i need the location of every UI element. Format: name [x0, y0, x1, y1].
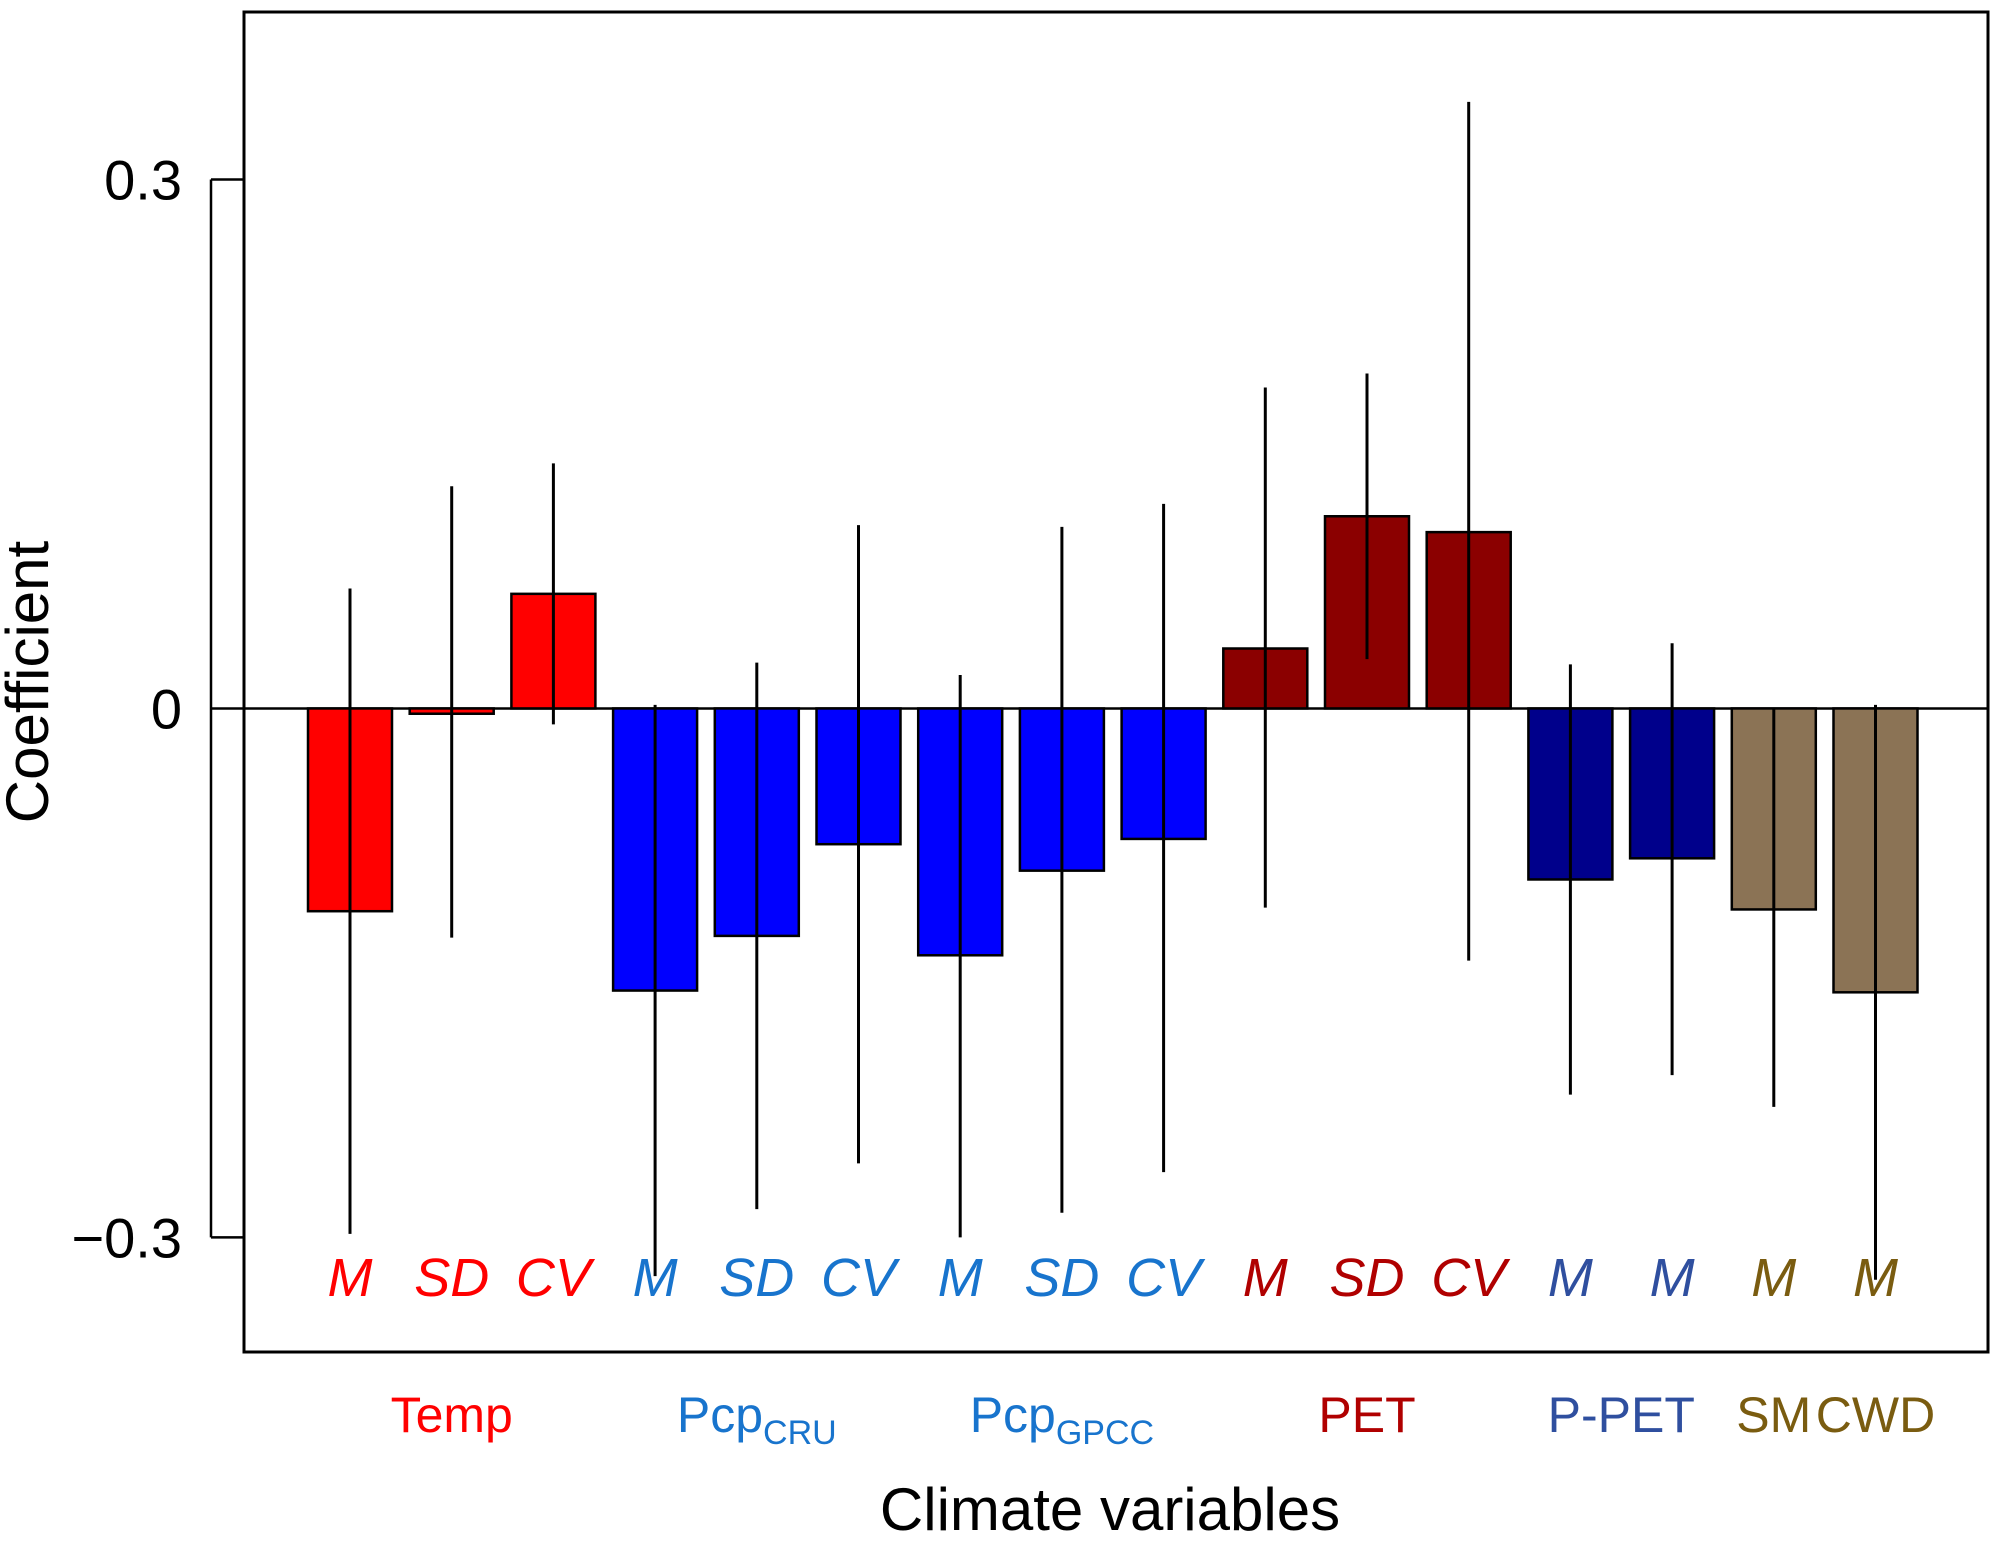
- y-tick-label-2: 0: [151, 677, 182, 740]
- stat-label-8: SD: [1024, 1248, 1099, 1308]
- y-axis-title: Coefficient: [0, 540, 61, 823]
- group-label-3: PcpGPCC: [970, 1387, 1154, 1452]
- stat-label-9: CV: [1126, 1248, 1206, 1308]
- group-label-6: SM: [1736, 1387, 1811, 1443]
- stat-label-13: M: [1548, 1248, 1593, 1308]
- group-labels: Temp PcpCRU PcpGPCC PET P-PET SM CWD: [391, 1387, 1936, 1452]
- group-label-7: CWD: [1816, 1387, 1935, 1443]
- plot-frame: [242, 10, 1990, 1354]
- stat-label-6: CV: [821, 1248, 901, 1308]
- stat-label-7: M: [938, 1248, 983, 1308]
- stat-label-3: CV: [516, 1248, 596, 1308]
- x-axis-title: Climate variables: [880, 1476, 1340, 1543]
- stat-label-2: SD: [414, 1248, 489, 1308]
- bars-layer: [244, 515, 1988, 994]
- stat-label-1: M: [328, 1248, 373, 1308]
- stat-label-16: M: [1853, 1248, 1898, 1308]
- stat-label-5: SD: [719, 1248, 794, 1308]
- group-label-5: P-PET: [1548, 1387, 1695, 1443]
- stat-label-4: M: [633, 1248, 678, 1308]
- group-label-4: PET: [1318, 1387, 1415, 1443]
- y-axis: 0.3 0 −0.3: [71, 149, 244, 1269]
- stat-labels: M SD CV M SD CV M SD CV M SD CV M M M M: [328, 1248, 1899, 1308]
- stat-label-15: M: [1751, 1248, 1796, 1308]
- stat-label-14: M: [1650, 1248, 1695, 1308]
- stat-label-10: M: [1243, 1248, 1288, 1308]
- y-tick-label-3: −0.3: [71, 1206, 182, 1269]
- group-label-1: Temp: [391, 1387, 513, 1443]
- stat-label-11: SD: [1329, 1248, 1404, 1308]
- group-label-2: PcpCRU: [677, 1387, 837, 1452]
- stat-label-12: CV: [1431, 1248, 1511, 1308]
- y-tick-label-1: 0.3: [104, 149, 182, 212]
- error-bars-layer: [348, 101, 1877, 1280]
